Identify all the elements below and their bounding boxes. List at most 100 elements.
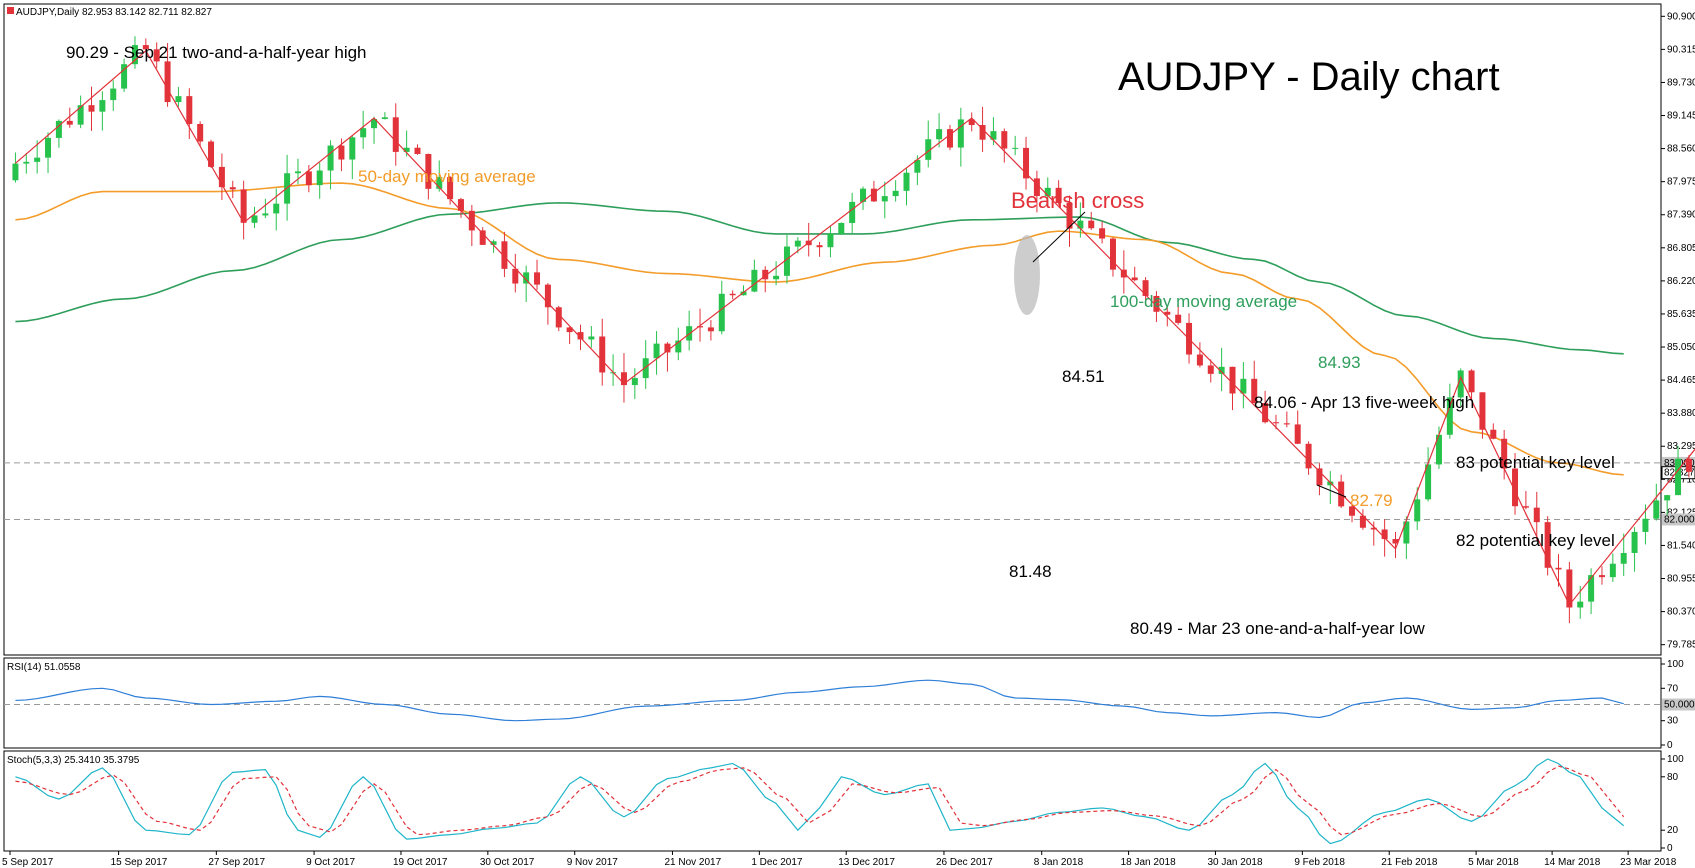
annotation-ma100-value: 84.93 (1318, 353, 1361, 372)
symbol-info: AUDJPY,Daily 82.953 83.142 82.711 82.827 (16, 7, 212, 18)
candle-body (1349, 506, 1356, 516)
candle-body (1425, 464, 1432, 500)
candle-body (305, 171, 312, 186)
candle-body (1685, 458, 1692, 472)
candle-body (208, 141, 215, 167)
sub-tick-label: 30 (1667, 716, 1679, 727)
candle-body (1023, 147, 1030, 179)
candle-body (414, 147, 421, 154)
time-tick-label: 27 Sep 2017 (208, 857, 265, 868)
price-tick-label: 86.220 (1667, 276, 1695, 287)
candle-body (1218, 366, 1225, 374)
candle-body (1457, 370, 1464, 398)
candle-body (175, 96, 182, 103)
candle-body (534, 272, 541, 285)
candle-body (968, 119, 975, 126)
time-tick-label: 30 Oct 2017 (480, 857, 535, 868)
candle-body (1381, 529, 1388, 540)
bearish-cross-pointer (1032, 211, 1086, 263)
sub-tick-label: 0 (1667, 740, 1673, 751)
stoch-panel-frame (3, 750, 1662, 852)
candle-body (577, 332, 584, 340)
time-tick-label: 9 Oct 2017 (306, 857, 355, 868)
candle-body (218, 166, 225, 188)
time-tick-label: 19 Oct 2017 (393, 857, 448, 868)
candle-body (1262, 403, 1269, 423)
rsi-panel-frame (3, 657, 1662, 749)
candle-body (1316, 468, 1323, 486)
time-tick-label: 9 Feb 2018 (1294, 857, 1345, 868)
candle-body (1359, 515, 1366, 528)
candle-body (1294, 424, 1301, 444)
candle-body (1109, 238, 1116, 270)
candle-body (1490, 429, 1497, 439)
candle-body (1653, 500, 1660, 519)
candle-body (729, 293, 736, 296)
candle-body (316, 170, 323, 186)
stoch-panel: 100 80 20 0 (15, 754, 1684, 854)
time-tick-label: 30 Jan 2018 (1207, 857, 1262, 868)
price-axis: 90.900 90.315 89.730 89.145 88.560 87.975 87.3… (1660, 4, 1695, 655)
sub-tick-label: 100 (1667, 754, 1684, 765)
stoch-signal-line (15, 765, 1625, 836)
candle-body (925, 139, 932, 160)
candle-body (892, 190, 899, 197)
sub-tick-label: 100 (1667, 659, 1684, 670)
candle-body (1305, 443, 1312, 469)
candle-body (544, 284, 551, 308)
candle-body (153, 49, 160, 62)
candle-body (371, 119, 378, 129)
candle-body (1609, 563, 1616, 578)
symbol-info-icon (7, 7, 14, 14)
candle-body (783, 246, 790, 276)
candle-body (990, 131, 997, 140)
price-tick-label: 86.805 (1667, 243, 1695, 254)
bearish-cross-ellipse (1014, 235, 1040, 315)
candle-body (1392, 539, 1399, 544)
candle-body (1272, 422, 1279, 424)
time-tick-label: 13 Dec 2017 (838, 857, 895, 868)
candle-body (620, 372, 627, 386)
candle-body (751, 269, 758, 292)
price-tick-label: 89.730 (1667, 77, 1695, 88)
candle-body (599, 336, 606, 373)
time-tick-label: 15 Sep 2017 (111, 857, 168, 868)
candle-body (957, 119, 964, 148)
annotation-8279: 82.79 (1350, 491, 1393, 510)
candle-body (1620, 552, 1627, 564)
price-tick-label: 87.975 (1667, 177, 1695, 188)
main-panel-frame (3, 3, 1662, 656)
candle-body (1055, 187, 1062, 204)
candle-body (425, 153, 432, 189)
candle-body (273, 203, 280, 214)
stoch-main-line (15, 758, 1625, 845)
candle-body (1327, 481, 1334, 486)
price-tick-label: 89.145 (1667, 111, 1695, 122)
candle-body (1207, 365, 1214, 374)
candle-body (1088, 220, 1095, 229)
price-tick-label: 84.465 (1667, 375, 1695, 386)
annotation-ma50: 50-day moving average (358, 167, 536, 186)
candle-body (164, 61, 171, 103)
price-tick-label: 85.635 (1667, 309, 1695, 320)
zigzag-swing-line (15, 49, 1695, 606)
sub-level-tag-label: 50.0000 (1664, 700, 1695, 711)
price-tick-label: 85.050 (1667, 342, 1695, 353)
candle-body (1522, 506, 1529, 508)
time-tick-label: 21 Feb 2018 (1381, 857, 1438, 868)
candle-body (555, 307, 562, 328)
candle-body (1544, 522, 1551, 568)
candle-body (1446, 397, 1453, 435)
candle-body (45, 137, 52, 158)
candle-body (34, 157, 41, 162)
price-tick-label: 81.540 (1667, 540, 1695, 551)
candle-body (653, 343, 660, 359)
annotation-ma100: 100-day moving average (1110, 292, 1297, 311)
candle-body (631, 378, 638, 386)
candle-body (849, 201, 856, 223)
candle-body (860, 188, 867, 202)
candle-body (1012, 147, 1019, 149)
time-tick-label: 23 Mar 2018 (1620, 857, 1677, 868)
candle-body (827, 233, 834, 248)
candle-body (697, 326, 704, 328)
